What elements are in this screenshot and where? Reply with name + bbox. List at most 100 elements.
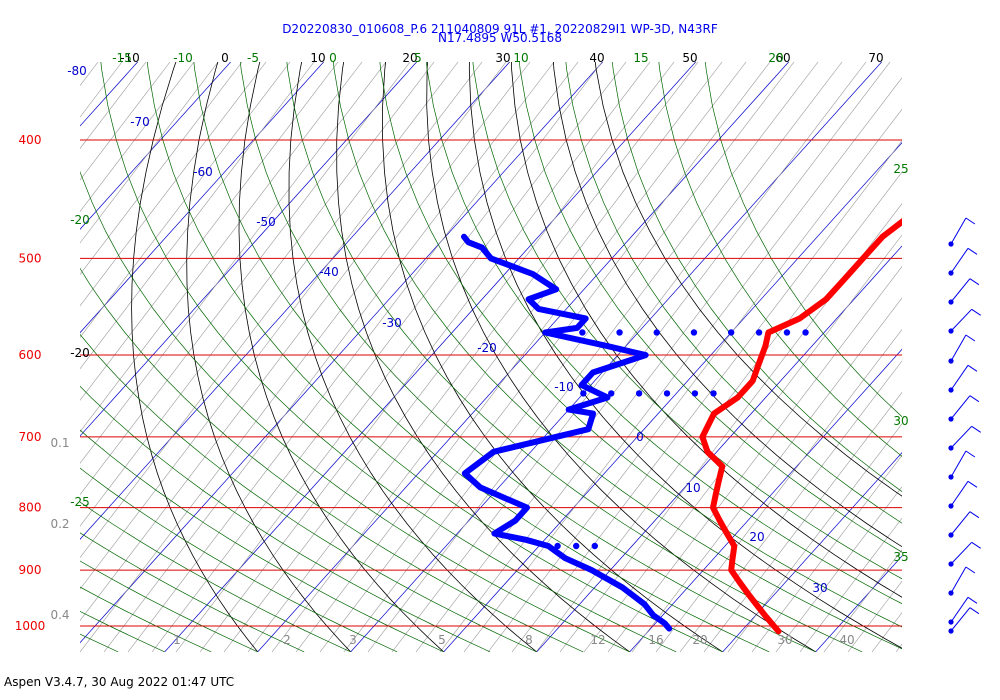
dewpoint-point <box>616 329 623 336</box>
adiabat-left-label: -25 <box>70 495 90 509</box>
isotherm-line <box>0 0 145 652</box>
wind-barb-shaft <box>950 541 973 565</box>
pressure-label: 500 <box>19 251 42 265</box>
chart-title-line2: N17.4895 W50.5168 <box>438 31 562 45</box>
mixing-ratio-line <box>80 62 171 181</box>
isotherm-label: -20 <box>477 341 497 355</box>
dry-adiabat-line <box>0 0 25 652</box>
dewpoint-profile-line <box>461 233 673 632</box>
mixing-ratio-bottom-label: 16 <box>648 633 663 647</box>
mixing-ratio-line <box>80 62 243 275</box>
adiabat-right-label: 35 <box>893 550 908 564</box>
dry-adiabat-line <box>612 62 902 492</box>
top-theta-label: -10 <box>173 51 193 65</box>
top-temperature-label: 0 <box>221 51 229 65</box>
wind-barb-shaft <box>950 607 971 632</box>
mixing-ratio-line <box>80 62 435 527</box>
dewpoint-point <box>690 329 698 336</box>
wind-barb-flag <box>971 308 981 316</box>
isotherm-label: -80 <box>67 64 87 78</box>
moist-adiabat-line <box>336 62 630 652</box>
isotherm-label: 10 <box>685 481 700 495</box>
moist-adiabat-line <box>238 62 444 652</box>
mixing-ratio-line <box>175 62 627 652</box>
wind-barb-flag <box>969 511 980 519</box>
mixing-ratio-line <box>103 62 555 652</box>
mixing-ratio-bottom-label: 12 <box>590 633 605 647</box>
wind-barb-flag <box>967 480 978 488</box>
dewpoint-point <box>580 390 587 397</box>
top-temperature-label: -10 <box>120 51 140 65</box>
mixing-ratio-line <box>80 62 411 496</box>
mixing-ratio-line <box>80 62 219 244</box>
dewpoint-point <box>579 329 586 336</box>
wind-barb-flag <box>965 217 976 225</box>
dry-adiabat-line <box>472 62 902 580</box>
mixing-ratio-bottom-label: 30 <box>777 633 792 647</box>
top-theta-label: 5 <box>414 51 422 65</box>
dewpoint-point <box>755 329 763 336</box>
dewpoint-point <box>591 542 598 550</box>
isotherm-line <box>80 62 325 334</box>
mixing-ratio-line <box>80 62 531 652</box>
dry-adiabat-line <box>100 62 677 652</box>
wind-barb-shaft <box>950 511 971 536</box>
chart-title-line1: D20220830_010608_P.6 211040809 91L #1, 2… <box>282 22 718 36</box>
dry-adiabat-line <box>379 62 902 628</box>
mixing-ratio-line <box>823 549 902 652</box>
mixing-ratio-line <box>80 62 387 464</box>
adiabat-left-label: -20 <box>70 346 90 360</box>
wind-barb-shaft <box>950 248 969 274</box>
moist-adiabat-line <box>131 62 259 652</box>
pressure-label: 900 <box>19 563 42 577</box>
mixing-ratio-line <box>727 423 902 652</box>
mixing-ratio-line <box>607 266 902 652</box>
mixing-ratio-line <box>295 62 747 652</box>
wind-barb-flag <box>971 541 981 549</box>
isotherm-label: -60 <box>193 165 213 179</box>
mixing-ratio-line <box>343 62 795 652</box>
wind-barb-shaft <box>950 217 967 245</box>
dry-adiabat-line <box>519 62 902 553</box>
dry-adiabat-line <box>80 385 491 652</box>
mixing-ratio-line <box>559 203 902 652</box>
pressure-label: 600 <box>19 348 42 362</box>
mixing-ratio-line <box>319 62 771 652</box>
dry-adiabat-line <box>426 62 902 605</box>
mixing-ratio-bottom-label: 20 <box>692 633 707 647</box>
dry-adiabat-line <box>193 62 770 652</box>
mixing-ratio-line <box>80 62 483 590</box>
dewpoint-point <box>802 329 809 336</box>
dry-adiabat-line <box>80 170 630 652</box>
wind-barb-flag <box>965 450 976 458</box>
dry-adiabat-line <box>0 0 72 652</box>
mixing-ratio-line <box>920 62 1000 652</box>
temperature-profile-line <box>699 218 902 635</box>
top-temperature-label: 50 <box>682 51 697 65</box>
footer-version: Aspen V3.4.7, 30 Aug 2022 01:47 UTC <box>4 675 235 689</box>
mixing-ratio-line <box>80 62 459 559</box>
moist-adiabat-line <box>186 62 351 652</box>
pressure-label: 700 <box>19 430 42 444</box>
adiabat-right-label: 30 <box>893 414 908 428</box>
mixing-ratio-line <box>80 62 339 401</box>
top-theta-label: -15 <box>112 51 132 65</box>
moist-adiabat-line <box>511 62 902 598</box>
wind-barbs <box>948 217 981 634</box>
top-temperature-label: 60 <box>775 51 790 65</box>
dewpoint-point <box>608 390 615 397</box>
top-theta-label: 0 <box>329 51 337 65</box>
mixing-ratio-grid <box>80 62 1000 652</box>
mixing-ratio-line <box>583 234 902 652</box>
pressure-label: 800 <box>19 501 42 515</box>
mixing-ratio-bottom-label: 5 <box>438 633 446 647</box>
sounding-profiles <box>461 218 902 635</box>
dewpoint-point <box>653 329 660 336</box>
isotherm-line <box>80 62 232 230</box>
isotherm-label: -30 <box>382 316 402 330</box>
moist-adiabat-line <box>468 62 902 649</box>
wind-barb-shaft <box>950 365 969 391</box>
isotherm-label: 0 <box>636 430 644 444</box>
wind-barb-shaft <box>950 597 969 623</box>
